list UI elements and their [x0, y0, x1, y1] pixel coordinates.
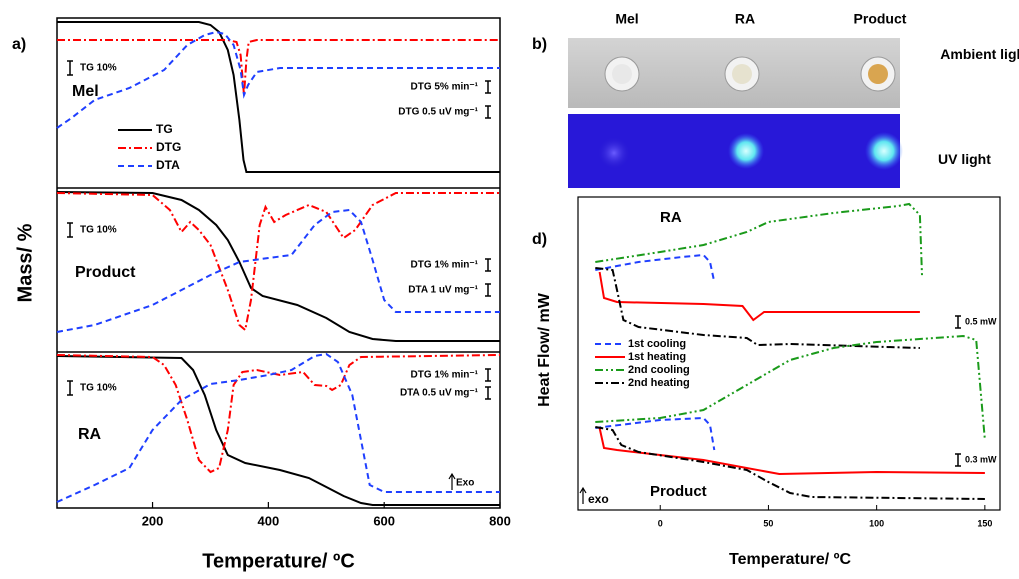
subplot-label: Product [75, 264, 136, 281]
legend-label: 1st cooling [628, 338, 686, 350]
annotation: DTG 1% min⁻¹ [410, 260, 478, 271]
annotation: DTA 0.5 uV mg⁻¹ [400, 388, 479, 399]
subplot-label: Mel [72, 83, 99, 100]
column-label: Product [854, 11, 907, 27]
data-line [56, 191, 500, 342]
data-line [595, 334, 986, 441]
data-line [57, 21, 500, 173]
data-line [595, 202, 924, 279]
scale-bar [485, 368, 491, 382]
data-line [598, 271, 920, 322]
legend-label: DTG [156, 140, 181, 154]
scale-bar [955, 315, 961, 329]
arrow [579, 486, 587, 504]
y-axis-label: Heat Flow/ mW [536, 292, 553, 407]
x-tick-label: 50 [763, 518, 773, 528]
row-label: UV light [938, 151, 991, 167]
annotation: DTG 1% min⁻¹ [410, 370, 478, 381]
x-axis-label: Temperature/ ºC [202, 550, 355, 572]
annotation: DTG 0.5 uV mg⁻¹ [398, 107, 478, 118]
annotation: Exo [456, 478, 474, 489]
scale-bar [955, 453, 961, 467]
data-line [56, 192, 500, 332]
column-label: Mel [615, 11, 638, 27]
legend-label: 1st heating [628, 351, 686, 363]
scale-bar [67, 222, 73, 238]
annotation: exo [588, 492, 609, 506]
data-line [56, 352, 500, 503]
data-line [595, 267, 920, 349]
scale-bar [485, 105, 491, 119]
annotation: 0.3 mW [965, 454, 997, 464]
x-tick-label: 100 [869, 518, 884, 528]
data-line [595, 253, 716, 283]
scale-bar [485, 80, 491, 94]
x-tick-label: 200 [142, 513, 164, 528]
data-line [598, 427, 985, 476]
x-tick-label: 600 [373, 513, 395, 528]
scale-bar [67, 380, 73, 396]
x-tick-label: 800 [489, 513, 511, 528]
panel-label: d) [532, 231, 547, 248]
panel-label: a) [12, 36, 26, 53]
scale-bar [485, 386, 491, 400]
data-line [56, 30, 500, 129]
x-tick-label: 0 [658, 518, 663, 528]
row-label: Ambient light [940, 46, 1019, 62]
scale-bar [485, 283, 491, 297]
group-label: Product [650, 483, 707, 500]
y-axis-label: Mass/ % [14, 223, 36, 302]
scale-bar [67, 60, 73, 76]
arrow [448, 472, 456, 490]
annotation: DTG 5% min⁻¹ [410, 82, 478, 93]
annotation: DTA 1 uV mg⁻¹ [408, 285, 478, 296]
data-line [595, 416, 716, 451]
annotation: TG 10% [80, 225, 117, 236]
plot-frame-d [577, 196, 1001, 511]
data-line [56, 355, 500, 506]
group-label: RA [660, 209, 682, 226]
legend-label: 2nd cooling [628, 364, 690, 376]
plot-frame-a [56, 17, 501, 509]
sample-cups [598, 56, 903, 170]
panel-label: b) [532, 36, 547, 53]
data-line [56, 208, 500, 333]
data-line [57, 39, 500, 96]
x-tick-label: 150 [977, 518, 992, 528]
x-tick-label: 400 [258, 513, 280, 528]
data-line [56, 354, 501, 474]
x-axis-label: Temperature/ ºC [729, 551, 851, 568]
annotation: 0.5 mW [965, 316, 997, 326]
legend-label: TG [156, 122, 173, 136]
legend-label: DTA [156, 158, 180, 172]
annotation: TG 10% [80, 63, 117, 74]
legend-label: 2nd heating [628, 377, 690, 389]
column-label: RA [735, 11, 755, 27]
annotation: TG 10% [80, 383, 117, 394]
scale-bar [485, 258, 491, 272]
subplot-label: RA [78, 426, 102, 443]
